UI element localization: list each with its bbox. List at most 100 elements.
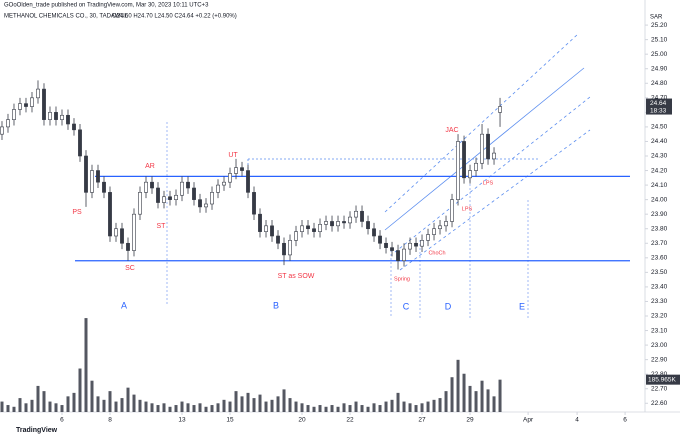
candle-body <box>426 234 430 241</box>
y-tick-label: 22.80 <box>651 371 668 378</box>
phase-label: E <box>519 301 525 311</box>
volume-bar <box>18 398 22 412</box>
candle-body <box>162 196 166 203</box>
wyckoff-annotation: SC <box>125 265 135 272</box>
candle-body <box>222 181 226 186</box>
volume-bar <box>0 401 4 412</box>
x-tick-label: 13 <box>178 417 186 424</box>
candle-body <box>24 103 28 107</box>
candle-body <box>84 155 88 193</box>
volume-bar <box>48 401 52 412</box>
volume-bar <box>114 401 118 412</box>
y-tick-label: 23.50 <box>651 269 668 276</box>
candle-body <box>420 240 424 247</box>
x-tick-label: 22 <box>346 417 354 424</box>
volume-bar <box>480 380 484 412</box>
candle-body <box>258 213 262 232</box>
volume-bar <box>156 405 160 412</box>
y-tick-label: 24.40 <box>651 138 668 145</box>
wyckoff-annotation: ChoCh <box>428 250 445 256</box>
candle-body <box>78 129 82 157</box>
channel-line <box>399 129 591 271</box>
candle-body <box>486 133 490 160</box>
volume-bar <box>96 396 100 412</box>
symbol-title: METHANOL CHEMICALS CO., 30, TADAWUL <box>4 14 129 20</box>
volume-bar <box>264 401 268 412</box>
candle-body <box>216 184 220 193</box>
volume-bar <box>276 396 280 412</box>
candle-body <box>12 109 16 120</box>
volume-bar <box>186 403 190 412</box>
y-tick-label: 23.20 <box>651 313 668 320</box>
candle-body <box>150 181 154 189</box>
candle-body <box>276 235 280 244</box>
candle-body <box>144 181 148 193</box>
volume-bar <box>246 392 250 412</box>
volume-bar <box>450 377 454 412</box>
candle-body <box>180 181 184 196</box>
volume-tag-label: 185.965K <box>648 376 676 383</box>
candle-body <box>474 162 478 171</box>
volume-bar <box>60 405 64 412</box>
volume-bar <box>6 405 10 412</box>
candle-body <box>498 106 502 113</box>
volume-bar <box>132 394 136 412</box>
volume-bar <box>36 385 40 412</box>
channel <box>247 33 591 271</box>
wyckoff-annotation: ST <box>157 223 167 230</box>
y-tick-label: 24.00 <box>651 196 668 203</box>
volume-bar <box>384 401 388 412</box>
volume-bar <box>336 406 340 412</box>
y-tick-label: 23.80 <box>651 225 668 232</box>
candle-body <box>318 224 322 232</box>
channel-line <box>384 67 585 231</box>
volume-bar <box>150 403 154 412</box>
volume-bar <box>396 392 400 412</box>
volume-tag <box>646 374 680 385</box>
candle-body <box>402 248 406 262</box>
y-tick-label: 24.80 <box>651 80 668 87</box>
countdown: 18:33 <box>650 107 667 114</box>
volume-bar <box>378 405 382 412</box>
volume-bar <box>312 406 316 412</box>
axis-title: SAR <box>650 15 663 21</box>
candle-body <box>348 216 352 224</box>
candle-body <box>228 173 232 183</box>
volume-bar <box>318 405 322 412</box>
volume-bar <box>402 401 406 412</box>
y-tick-label: 23.40 <box>651 284 668 291</box>
candle-body <box>126 242 130 251</box>
candle-body <box>210 192 214 205</box>
y-tick-label: 24.30 <box>651 153 668 160</box>
candle-body <box>438 225 442 230</box>
volume-bar <box>354 401 358 412</box>
wyckoff-annotation: Spring <box>394 276 410 282</box>
volume-bar <box>408 403 412 412</box>
volume-bar <box>228 401 232 412</box>
candle-body <box>120 228 124 244</box>
volume-bar <box>324 406 328 412</box>
candle-body <box>174 194 178 200</box>
volume-bar <box>42 391 46 412</box>
candle-body <box>114 228 118 237</box>
candle-body <box>204 203 208 208</box>
volume-bar <box>492 396 496 412</box>
volume-bar <box>252 398 256 412</box>
candle-body <box>492 152 496 160</box>
candle-body <box>384 242 388 248</box>
candle-body <box>378 235 382 244</box>
candle-body <box>396 250 400 262</box>
volume-bar <box>282 389 286 412</box>
candle-body <box>462 141 466 179</box>
candle-body <box>192 187 196 200</box>
volume-bar <box>462 373 466 412</box>
price-tag-label: 24.64 <box>650 100 667 107</box>
volume-bar <box>438 398 442 412</box>
volume-bar <box>258 394 262 412</box>
volume-bar <box>372 403 376 412</box>
candle-body <box>264 225 268 232</box>
candle-body <box>132 213 136 251</box>
price-tag <box>646 98 672 115</box>
candle-body <box>444 221 448 227</box>
candle-body <box>36 88 40 99</box>
